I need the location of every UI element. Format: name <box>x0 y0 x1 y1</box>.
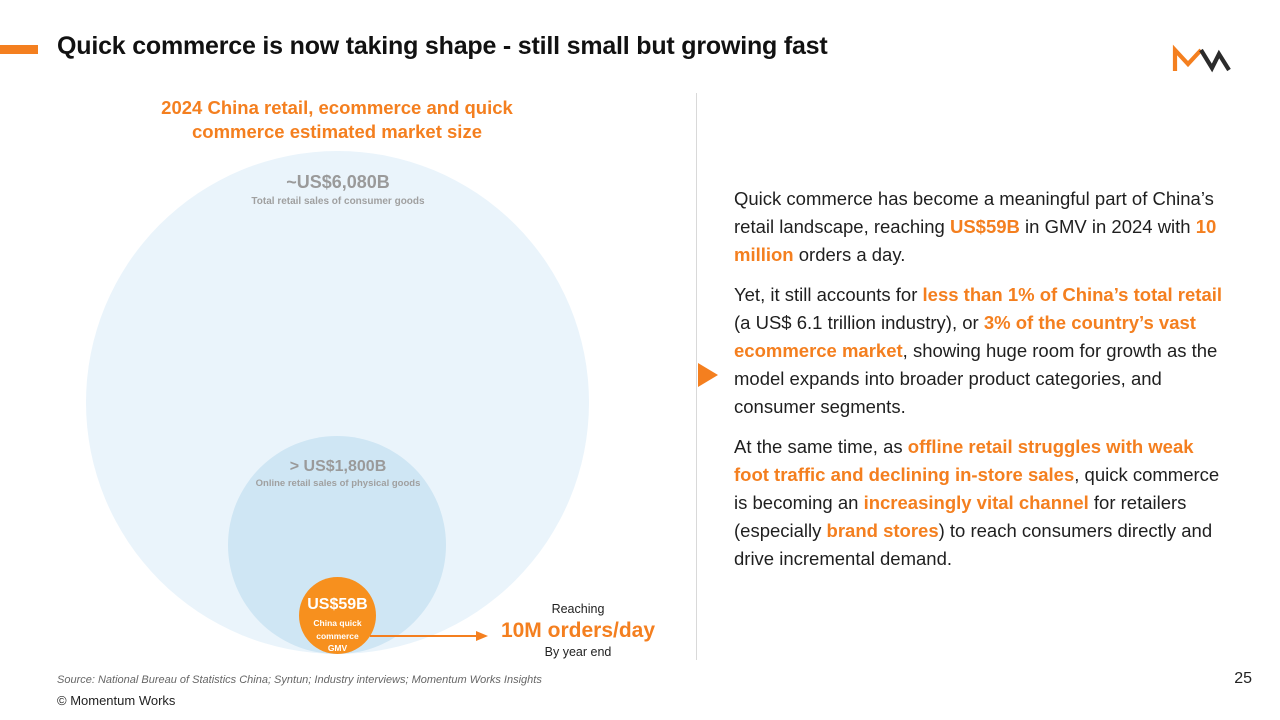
quick-commerce-value: US$59B <box>307 596 368 613</box>
body-text: orders a day. <box>793 243 906 265</box>
mw-logo-icon <box>1172 44 1231 73</box>
commentary-paragraph: At the same time, as offline retail stru… <box>734 433 1226 572</box>
quick-commerce-label-line: China quick <box>313 618 362 628</box>
highlight-text: less than 1% of China’s total retail <box>922 284 1223 306</box>
callout-post-label: By year end <box>544 645 612 659</box>
body-text: in GMV in 2024 with <box>1019 215 1196 237</box>
quick-commerce-label-line: commerce <box>316 630 359 641</box>
commentary-paragraph: Yet, it still accounts for less than 1% … <box>734 281 1226 420</box>
body-text: At the same time, as <box>734 436 908 458</box>
total-retail-label: Total retail sales of consumer goods <box>251 196 425 207</box>
slide-title: Quick commerce is now taking shape - sti… <box>57 32 828 60</box>
body-text: (a US$ 6.1 trillion industry), or <box>734 312 984 334</box>
copyright-text: © Momentum Works <box>57 693 176 708</box>
highlight-text: 10 million <box>734 215 1217 265</box>
title-accent-bar <box>0 45 38 54</box>
commentary-paragraph: Quick commerce has become a meaningful p… <box>734 185 1226 268</box>
page-number: 25 <box>1234 670 1252 687</box>
online-retail-label: Online retail sales of physical goods <box>255 478 421 489</box>
body-text: , showing huge room for growth as the mo… <box>734 339 1218 417</box>
total-retail-value: ~US$6,080B <box>286 172 390 192</box>
body-text: Quick commerce has become a meaningful p… <box>734 188 1214 237</box>
commentary-text: Quick commerce has become a meaningful p… <box>734 185 1226 585</box>
callout-arrow-icon <box>370 631 488 641</box>
body-text: ) to reach consumers directly and drive … <box>734 519 1213 569</box>
body-text: Yet, it still accounts for <box>734 284 923 306</box>
highlight-text: US$59B <box>949 215 1020 237</box>
vertical-divider <box>696 93 697 660</box>
play-marker-icon <box>698 363 718 387</box>
online-retail-value: > US$1,800B <box>289 458 387 475</box>
quick-commerce-bubble <box>299 577 376 654</box>
body-text: , quick commerce is becoming an <box>734 464 1220 513</box>
source-note: Source: National Bureau of Statistics Ch… <box>57 674 542 686</box>
callout-pre-label: Reaching <box>551 602 605 616</box>
quick-commerce-label: China quick commerce GMV <box>299 617 376 655</box>
diagram-title: 2024 China retail, ecommerce and quick c… <box>161 97 513 142</box>
highlight-text: increasingly vital channel <box>863 491 1089 513</box>
highlight-text: 3% of the country’s vast ecommerce marke… <box>734 312 1196 361</box>
callout-orders-value: 10M orders/day <box>500 619 656 642</box>
quick-commerce-label-line: GMV <box>327 643 348 653</box>
highlight-text: brand stores <box>826 519 939 541</box>
highlight-text: offline retail struggles with weak foot … <box>734 436 1194 486</box>
body-text: for retailers (especially <box>734 491 1187 541</box>
